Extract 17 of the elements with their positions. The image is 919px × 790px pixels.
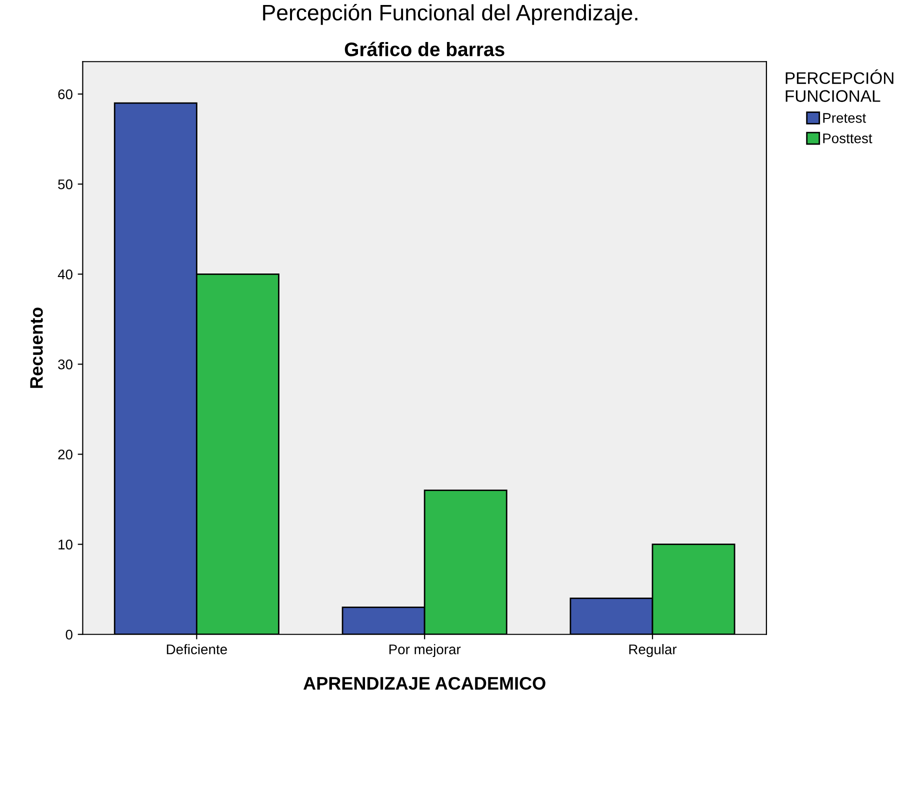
y-tick-label: 20 (58, 450, 72, 460)
chart-subtitle: Gráfico de barras (344, 42, 504, 56)
y-tick-label: 40 (58, 269, 72, 280)
y-tick-label: 60 (58, 89, 72, 100)
legend-label: Pretest (823, 113, 866, 123)
legend-title: PERCEPCIÓN FUNCIONAL (786, 69, 894, 102)
y-axis-title: Recuento (30, 308, 43, 388)
y-tick-label: 30 (58, 360, 72, 370)
x-tick-label: Deficiente (166, 644, 227, 654)
y-tick-label: 0 (66, 630, 72, 640)
x-tick-label: Por mejorar (389, 644, 461, 658)
chart-title: Percepción Funcional del Aprendizaje. (263, 4, 638, 25)
x-tick-label: Regular (629, 644, 677, 658)
y-tick-label: 50 (58, 179, 72, 190)
x-axis-title: APRENDIZAJE ACADEMICO (303, 676, 546, 690)
y-tick-label: 10 (58, 540, 72, 550)
legend-label: Posttest (823, 134, 872, 144)
